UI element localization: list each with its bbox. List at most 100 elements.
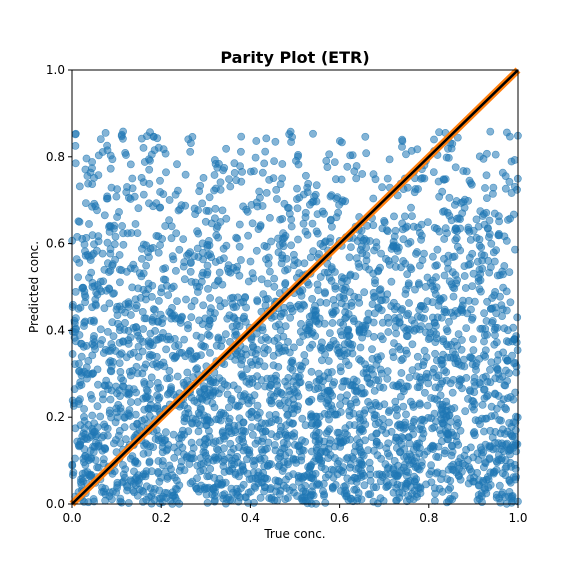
data-point: [133, 491, 142, 500]
data-point: [504, 338, 513, 346]
data-point: [408, 424, 417, 433]
data-point: [201, 448, 210, 457]
data-point: [348, 151, 357, 159]
data-point: [251, 153, 260, 162]
data-point: [148, 281, 157, 290]
data-point: [466, 260, 475, 269]
data-point: [154, 248, 163, 257]
data-point: [483, 330, 491, 339]
data-point: [356, 416, 365, 425]
data-point: [206, 294, 214, 302]
data-point: [501, 464, 510, 473]
data-point: [199, 382, 208, 390]
data-point: [236, 256, 245, 264]
data-point: [206, 348, 214, 357]
data-point: [109, 332, 118, 341]
y-tick-label: 0.8: [46, 150, 65, 164]
data-point: [283, 433, 291, 442]
data-point: [99, 459, 108, 468]
data-point: [399, 387, 408, 396]
data-point: [409, 459, 418, 468]
data-point: [110, 240, 119, 249]
data-point: [429, 168, 438, 176]
data-point: [311, 413, 320, 421]
data-point: [283, 265, 292, 274]
data-point: [330, 158, 339, 166]
data-point: [69, 300, 77, 309]
data-point: [365, 378, 374, 387]
data-point: [314, 286, 323, 295]
data-point: [466, 474, 475, 483]
data-point: [370, 246, 378, 255]
data-point: [503, 356, 512, 365]
data-point: [173, 186, 182, 195]
data-point: [418, 425, 427, 434]
data-point: [494, 212, 503, 221]
data-point: [252, 246, 261, 255]
data-point: [484, 475, 493, 484]
data-point: [446, 483, 455, 492]
data-point: [93, 365, 102, 374]
data-point: [499, 395, 508, 404]
data-point: [154, 232, 163, 241]
data-point: [216, 185, 225, 194]
data-point: [278, 251, 286, 260]
data-point: [439, 335, 448, 344]
data-point: [198, 320, 207, 328]
data-point: [226, 182, 235, 191]
data-point: [258, 427, 267, 436]
data-point: [272, 185, 281, 194]
y-axis-label: Predicted conc.: [27, 241, 41, 333]
data-point: [480, 337, 488, 346]
data-point: [170, 453, 179, 462]
data-point: [423, 297, 432, 306]
data-point: [271, 137, 280, 146]
data-point: [205, 385, 214, 394]
data-point: [509, 443, 518, 452]
data-point: [486, 304, 495, 313]
data-point: [156, 241, 164, 249]
data-point: [353, 435, 362, 444]
data-point: [198, 199, 207, 208]
data-point: [289, 419, 297, 428]
data-point: [171, 342, 179, 351]
data-point: [472, 215, 481, 224]
data-point: [187, 393, 196, 402]
data-point: [345, 331, 354, 340]
data-point: [343, 474, 352, 483]
data-point: [156, 176, 164, 185]
data-point: [281, 322, 290, 330]
data-point: [151, 435, 160, 443]
x-tick-label: 0.2: [152, 511, 171, 525]
data-point: [325, 415, 333, 424]
data-point: [361, 436, 369, 445]
data-point: [491, 331, 499, 339]
data-point: [367, 405, 376, 414]
data-point: [464, 455, 472, 464]
data-point: [420, 388, 429, 397]
data-point: [452, 421, 461, 430]
data-point: [246, 358, 255, 366]
data-point: [249, 457, 257, 465]
data-point: [161, 428, 170, 437]
data-point: [287, 222, 296, 231]
data-point: [123, 183, 131, 191]
data-point: [450, 491, 459, 500]
data-point: [235, 242, 244, 251]
data-point: [405, 299, 413, 307]
data-point: [370, 386, 379, 395]
data-point: [475, 354, 484, 363]
data-point: [403, 222, 411, 231]
data-point: [475, 481, 483, 489]
data-point: [274, 362, 283, 371]
data-point: [218, 206, 227, 215]
data-point: [86, 472, 95, 481]
data-point: [449, 311, 458, 320]
data-point: [352, 174, 361, 183]
data-point: [499, 283, 507, 292]
data-point: [204, 236, 213, 245]
plot-area: [68, 127, 522, 508]
data-point: [350, 473, 359, 482]
data-point: [203, 261, 212, 270]
data-point: [163, 374, 171, 383]
